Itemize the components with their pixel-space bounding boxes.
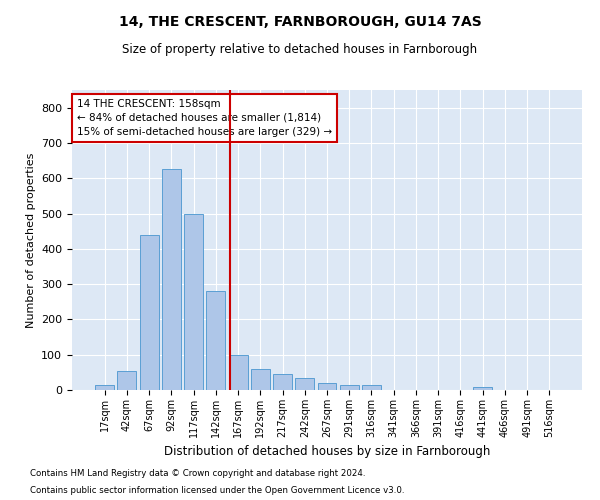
Bar bbox=[184, 214, 203, 390]
Bar bbox=[273, 374, 292, 390]
Text: Contains HM Land Registry data © Crown copyright and database right 2024.: Contains HM Land Registry data © Crown c… bbox=[30, 468, 365, 477]
Bar bbox=[118, 370, 136, 390]
Bar bbox=[229, 354, 248, 390]
Y-axis label: Number of detached properties: Number of detached properties bbox=[26, 152, 35, 328]
Bar bbox=[295, 378, 314, 390]
Bar bbox=[473, 387, 492, 390]
Bar bbox=[317, 383, 337, 390]
Bar bbox=[340, 384, 359, 390]
Bar bbox=[362, 386, 381, 390]
Bar bbox=[140, 234, 158, 390]
Bar bbox=[95, 384, 114, 390]
Bar bbox=[162, 170, 181, 390]
Text: Contains public sector information licensed under the Open Government Licence v3: Contains public sector information licen… bbox=[30, 486, 404, 495]
Bar bbox=[251, 369, 270, 390]
X-axis label: Distribution of detached houses by size in Farnborough: Distribution of detached houses by size … bbox=[164, 446, 490, 458]
Text: Size of property relative to detached houses in Farnborough: Size of property relative to detached ho… bbox=[122, 42, 478, 56]
Text: 14, THE CRESCENT, FARNBOROUGH, GU14 7AS: 14, THE CRESCENT, FARNBOROUGH, GU14 7AS bbox=[119, 15, 481, 29]
Bar bbox=[206, 291, 225, 390]
Text: 14 THE CRESCENT: 158sqm
← 84% of detached houses are smaller (1,814)
15% of semi: 14 THE CRESCENT: 158sqm ← 84% of detache… bbox=[77, 99, 332, 137]
